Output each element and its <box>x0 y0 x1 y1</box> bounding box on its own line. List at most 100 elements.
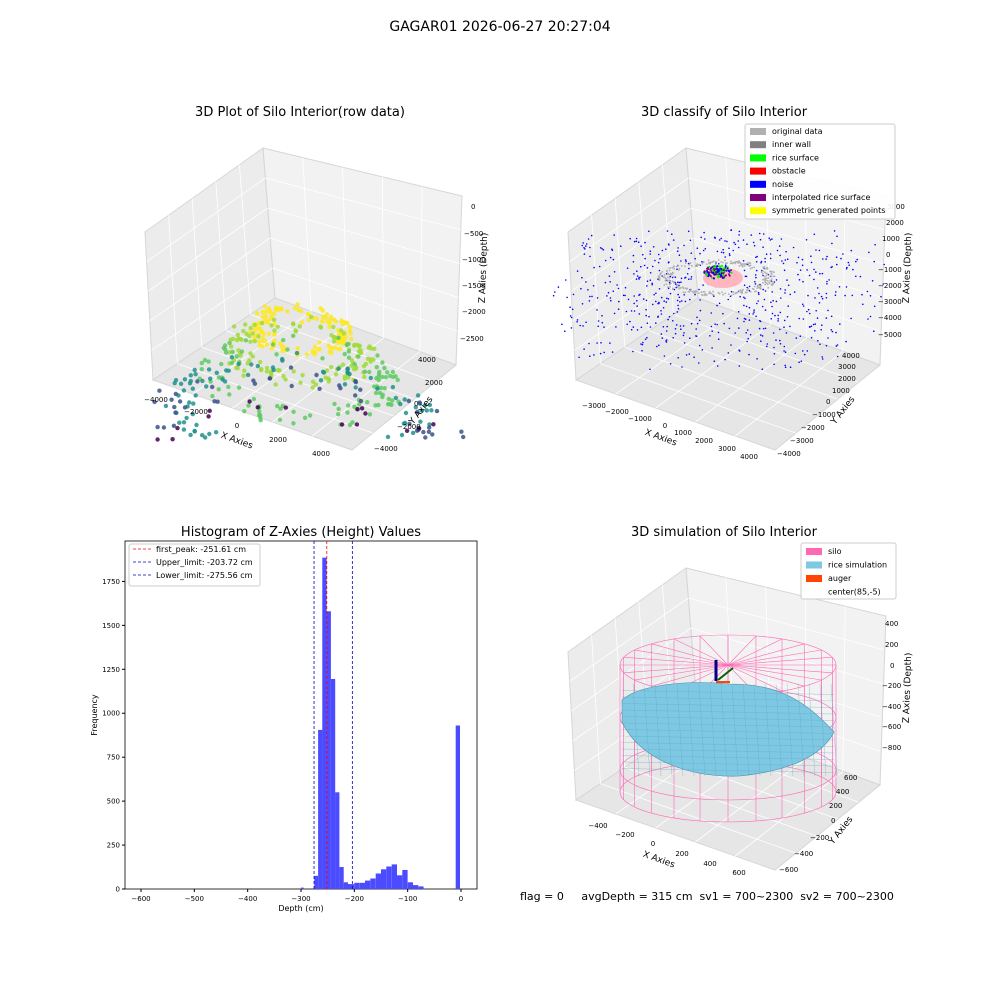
noise-point <box>779 328 781 331</box>
noise-point <box>780 297 782 299</box>
scatter-point <box>382 365 387 371</box>
grid-line <box>267 207 460 264</box>
noise-point <box>801 303 804 306</box>
scatter-point <box>236 385 242 390</box>
noise-point <box>703 231 705 234</box>
noise-point <box>722 248 724 251</box>
noise-point <box>737 246 740 249</box>
wall-point <box>684 265 686 268</box>
noise-point <box>596 342 598 344</box>
rice-mesh-line <box>775 683 783 777</box>
noise-point <box>806 310 808 313</box>
scatter-point <box>226 384 231 390</box>
noise-point <box>609 256 612 259</box>
y-tick: 4000 <box>842 352 860 360</box>
noise-point <box>743 304 745 307</box>
x-tick-label: −500 <box>185 895 204 903</box>
wall-point <box>726 262 728 264</box>
noise-point <box>677 308 680 310</box>
noise-point <box>633 302 635 305</box>
noise-point <box>820 295 823 298</box>
noise-point <box>648 230 650 233</box>
scatter-point <box>367 412 373 417</box>
scatter-point <box>421 429 426 435</box>
noise-point <box>698 319 701 322</box>
wall-point <box>729 262 732 265</box>
noise-point <box>579 324 581 327</box>
noise-point <box>821 356 823 358</box>
scatter-point <box>320 356 325 361</box>
noise-point <box>669 363 672 365</box>
noise-point <box>661 337 664 339</box>
noise-point <box>845 286 848 288</box>
noise-point <box>644 241 646 244</box>
rice-mesh-line <box>720 683 728 777</box>
grid-line <box>239 164 251 315</box>
noise-point <box>682 325 685 327</box>
scatter-point <box>257 339 262 344</box>
noise-point <box>611 351 614 353</box>
noise-point <box>698 344 701 347</box>
wall-point <box>764 271 766 274</box>
noise-point <box>649 368 651 371</box>
noise-point <box>688 278 690 281</box>
scatter-point <box>190 411 195 417</box>
wall-point <box>732 293 735 296</box>
scatter-point <box>244 331 249 337</box>
scatter-point <box>269 323 274 328</box>
scatter-point <box>245 361 250 366</box>
noise-point <box>728 253 731 255</box>
noise-point <box>779 343 782 345</box>
wall-point <box>767 277 770 279</box>
noise-point <box>630 310 633 312</box>
scatter-point <box>252 339 257 344</box>
scatter-point <box>251 396 257 402</box>
wall-point <box>724 262 727 265</box>
x-tick: 400 <box>703 860 716 868</box>
noise-point <box>873 305 876 308</box>
scatter-point <box>345 366 350 371</box>
noise-point <box>821 358 824 360</box>
wall-point <box>672 287 674 290</box>
noise-point <box>789 293 791 296</box>
noise-point <box>835 256 838 259</box>
surface-point <box>716 269 719 272</box>
noise-point <box>773 353 776 355</box>
noise-point <box>602 249 605 251</box>
scatter-point <box>192 429 197 434</box>
z-tick: 0 <box>886 251 890 259</box>
scatter-point <box>203 435 208 440</box>
noise-point <box>762 246 764 248</box>
noise-point <box>743 317 746 320</box>
noise-point <box>572 293 575 296</box>
noise-point <box>649 272 652 274</box>
wall-point <box>743 265 746 267</box>
scatter-point <box>323 375 328 380</box>
noise-point <box>609 342 611 344</box>
wall-point <box>690 288 692 291</box>
scatter-point <box>343 335 348 340</box>
scatter-point <box>155 424 160 430</box>
scatter-point <box>306 317 311 323</box>
rice-mesh-line <box>808 683 816 777</box>
wall-point <box>754 290 756 293</box>
scatter-point <box>336 412 341 417</box>
noise-point <box>734 332 736 334</box>
scatter-point <box>294 350 300 356</box>
noise-point <box>835 291 837 293</box>
noise-point <box>589 295 591 298</box>
z-tick: 200 <box>885 641 898 649</box>
noise-point <box>813 278 815 281</box>
noise-point <box>663 355 666 357</box>
scatter-point <box>352 404 357 409</box>
noise-point <box>784 364 786 367</box>
noise-point <box>676 311 679 313</box>
noise-point <box>704 238 706 240</box>
noise-point <box>676 268 678 271</box>
scatter-point <box>289 383 294 389</box>
histogram-bar <box>375 873 381 889</box>
noise-point <box>681 366 683 368</box>
noise-point <box>813 268 815 271</box>
z-tick: 400 <box>885 620 898 628</box>
noise-point <box>552 294 555 297</box>
